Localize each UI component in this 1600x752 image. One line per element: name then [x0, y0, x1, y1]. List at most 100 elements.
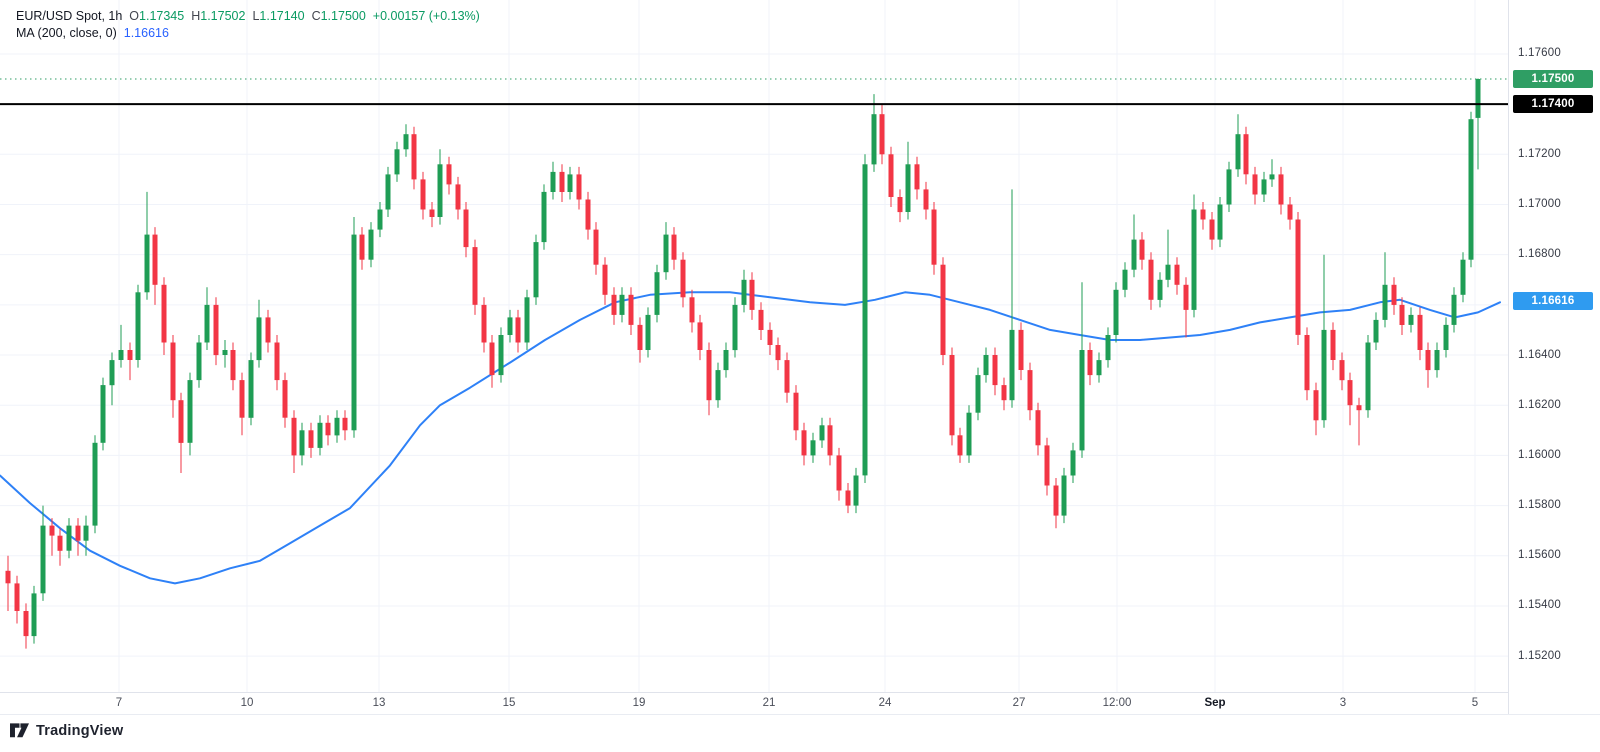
candle-up — [1468, 119, 1474, 260]
open-value: O 1.17345 — [129, 9, 185, 23]
candle-down — [897, 197, 903, 213]
symbol-title[interactable]: EUR/USD Spot, 1h — [16, 9, 123, 23]
candle-down — [455, 184, 461, 210]
price-axis-label: 1.17600 — [1518, 47, 1561, 60]
candle-down — [57, 535, 63, 551]
low-value: L 1.17140 — [252, 9, 305, 23]
candle-up — [533, 242, 539, 298]
candle-up — [1443, 324, 1449, 350]
candle-down — [1399, 304, 1405, 325]
candle-up — [1226, 169, 1232, 205]
legend-ma-row: MA (200, close, 0) 1.16616 — [16, 25, 480, 42]
candle-up — [1269, 174, 1275, 180]
price-badge: 1.17500 — [1513, 70, 1593, 89]
candle-down — [1018, 329, 1024, 370]
candle-down — [420, 179, 426, 210]
candle-down — [230, 350, 236, 381]
candle-down — [472, 247, 478, 305]
candle-down — [1035, 410, 1041, 446]
candle-down — [1295, 219, 1301, 335]
candle-down — [784, 360, 790, 393]
candle-up — [394, 149, 400, 175]
ma-value: 1.16616 — [123, 26, 169, 40]
candle-down — [5, 570, 11, 584]
candle-down — [775, 345, 781, 361]
candle-down — [1044, 445, 1050, 486]
candle-up — [550, 171, 556, 192]
time-axis-label: 5 — [1471, 697, 1479, 709]
candle-up — [1475, 79, 1481, 118]
candle-up — [1070, 450, 1076, 476]
candle-up — [1096, 360, 1102, 376]
candle-up — [144, 234, 150, 293]
candle-up — [654, 272, 660, 315]
candle-down — [836, 455, 842, 491]
candle-down — [879, 114, 885, 155]
candle-up — [31, 593, 37, 637]
candle-down — [1425, 350, 1431, 371]
price-chart-pane[interactable]: EUR/USD Spot, 1h O 1.17345 H 1.17502 L 1.17… — [0, 0, 1508, 692]
candle-down — [576, 174, 582, 200]
candle-down — [827, 425, 833, 456]
ma-200-line[interactable] — [0, 291, 1501, 585]
candle-up — [619, 294, 625, 315]
candle-up — [248, 360, 254, 418]
candle-down — [749, 279, 755, 310]
price-axis-label: 1.16000 — [1518, 448, 1561, 461]
candle-up — [498, 335, 504, 376]
candle-down — [602, 264, 608, 295]
candlestick-chart — [0, 0, 1508, 692]
price-axis-label: 1.15800 — [1518, 499, 1561, 512]
candle-up — [1105, 335, 1111, 361]
tradingview-logo[interactable]: TradingView — [10, 722, 123, 740]
candle-down — [1243, 134, 1249, 175]
candle-up — [905, 164, 911, 212]
candle-up — [299, 430, 305, 456]
candle-down — [161, 284, 167, 343]
candle-up — [810, 440, 816, 456]
candle-up — [1235, 134, 1241, 170]
time-axis-label: 27 — [1012, 697, 1026, 709]
candle-up — [83, 525, 89, 541]
candle-up — [871, 114, 877, 165]
time-axis[interactable]: 7 10 13 15 19 21 24 27 12:00 Sep 3 5 — [0, 692, 1508, 715]
candle-down — [1174, 264, 1180, 285]
time-axis-label: 15 — [502, 697, 516, 709]
candle-down — [611, 294, 617, 315]
candle-down — [75, 525, 81, 541]
candle-up — [1451, 294, 1457, 325]
candle-down — [14, 583, 20, 611]
candle-up — [1061, 475, 1067, 516]
candle-up — [66, 525, 72, 551]
candle-down — [308, 430, 314, 448]
candle-up — [351, 234, 357, 431]
candle-down — [170, 342, 176, 401]
ma-label[interactable]: MA (200, close, 0) — [16, 26, 117, 40]
candle-down — [429, 209, 435, 217]
candle-down — [1252, 174, 1258, 195]
candle-up — [663, 234, 669, 273]
candle-down — [1139, 239, 1145, 260]
candle-down — [1417, 314, 1423, 350]
price-axis[interactable]: 1.17600 1.17400 1.17200 1.17000 1.16800 1.164… — [1508, 0, 1600, 714]
candle-down — [1313, 390, 1319, 421]
candle-down — [957, 435, 963, 456]
candle-up — [334, 417, 340, 436]
candle-up — [437, 164, 443, 217]
candle-up — [1382, 284, 1388, 320]
price-badge: 1.17400 — [1513, 95, 1593, 114]
candle-up — [1191, 209, 1197, 310]
candle-up — [1165, 264, 1171, 280]
axis-separator-line — [0, 714, 1600, 715]
candle-up — [1079, 350, 1085, 451]
candle-down — [239, 380, 245, 418]
candle-up — [1460, 259, 1466, 295]
candle-up — [256, 317, 262, 361]
candle-down — [446, 164, 452, 185]
time-axis-label: Sep — [1204, 697, 1226, 709]
candle-up — [187, 380, 193, 443]
candle-down — [940, 264, 946, 355]
candle-down — [463, 209, 469, 248]
candle-down — [585, 199, 591, 230]
time-axis-label: 24 — [878, 697, 892, 709]
